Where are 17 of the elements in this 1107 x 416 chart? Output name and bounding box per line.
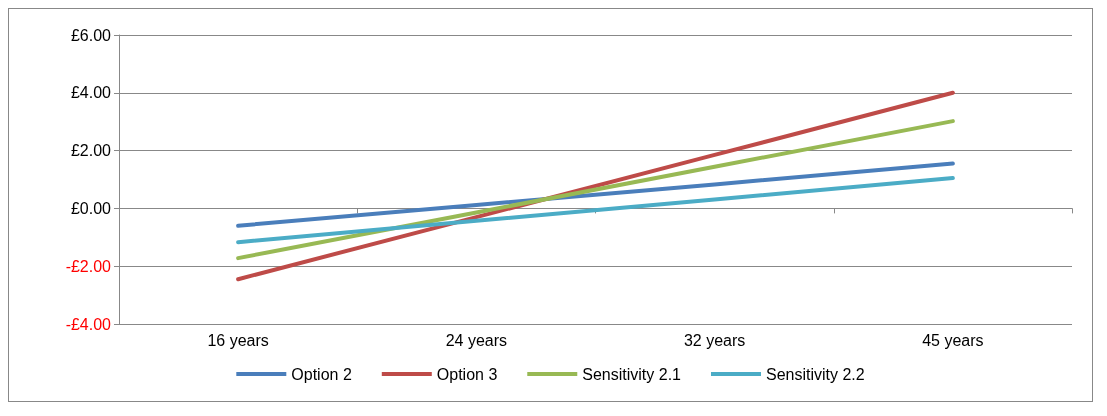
x-tick-label: 45 years [922,331,984,349]
y-tick-label: -£2.00 [65,257,112,275]
line-series [236,176,955,245]
line-series [236,161,955,228]
x-tick-label: 32 years [683,331,746,349]
legend-label: Sensitivity 2.1 [582,365,682,383]
y-tick-label: £6.00 [70,26,112,44]
y-tick-label: £2.00 [70,142,112,160]
y-tick-label: -£4.00 [65,315,112,333]
legend-label: Option 3 [436,365,498,383]
y-tick-label: £0.00 [70,199,112,217]
line-series [236,119,955,261]
x-tick-label: 16 years [207,331,269,349]
y-tick-label: £4.00 [70,84,112,102]
legend-label: Sensitivity 2.2 [765,365,865,383]
x-tick-label: 24 years [445,331,508,349]
legend-label: Option 2 [291,365,352,383]
